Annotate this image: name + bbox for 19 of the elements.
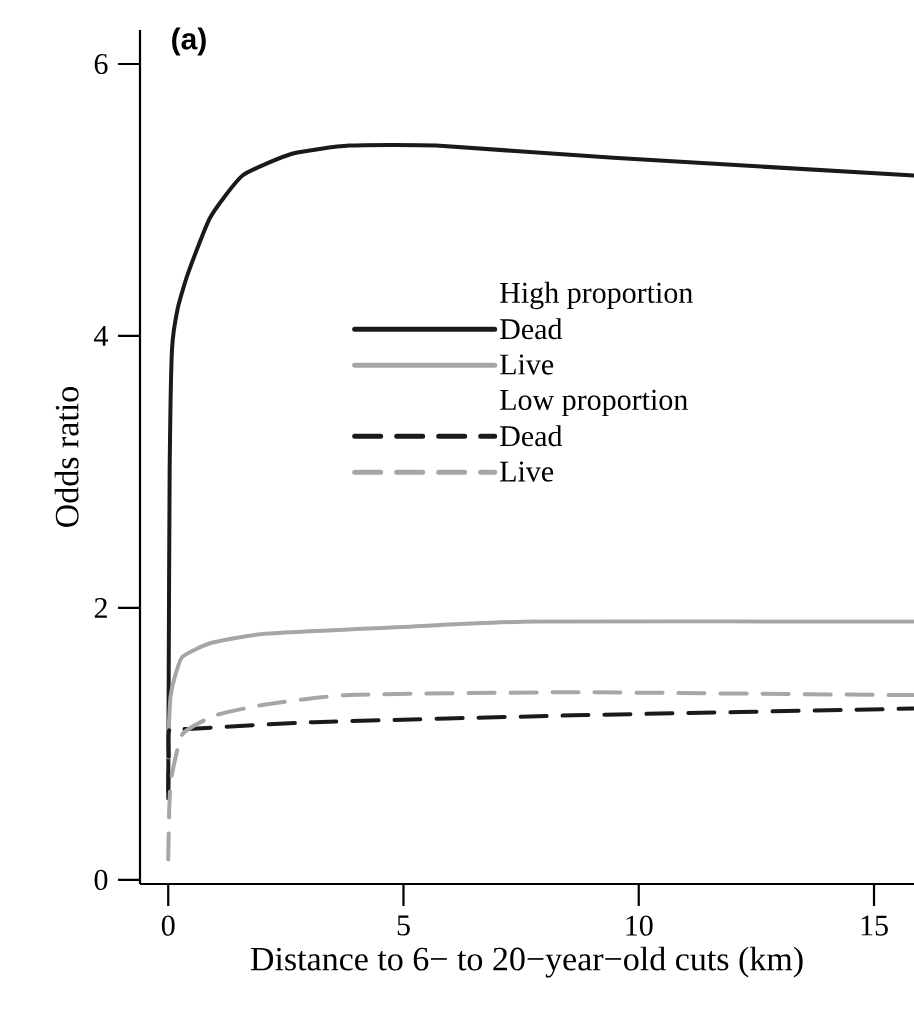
legend-label: Dead <box>500 318 563 340</box>
line-series <box>166 619 914 760</box>
y-axis-title: Odds ratio <box>54 387 79 527</box>
legend-label: Dead <box>500 425 563 447</box>
annotation: Low proportion <box>500 389 688 417</box>
x-tick-label: 0 <box>161 915 175 936</box>
x-tick-label: 5 <box>397 915 410 936</box>
y-tick-label: 2 <box>94 598 107 618</box>
x-tick-label: 15 <box>861 915 888 936</box>
x-tick-label: 10 <box>626 915 653 936</box>
legend-label: Live <box>500 461 554 482</box>
y-tick-label: 6 <box>94 53 108 75</box>
line-series <box>166 690 914 862</box>
y-tick-label: 0 <box>94 869 108 891</box>
y-tick-label: 4 <box>94 326 109 346</box>
legend-label: Live <box>500 354 554 375</box>
annotation: High proportion <box>500 281 693 310</box>
chart-title: (a) <box>172 27 206 56</box>
x-axis-title: Distance to 6− to 20−year−old cuts (km) <box>250 946 803 978</box>
